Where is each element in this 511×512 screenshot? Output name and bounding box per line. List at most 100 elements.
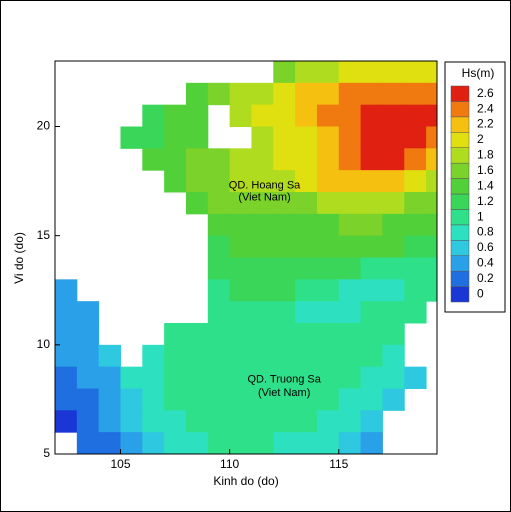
cell [164, 366, 187, 389]
cell [360, 279, 383, 302]
cell [404, 213, 427, 237]
cell [316, 82, 340, 106]
cell [251, 279, 274, 302]
cell [120, 432, 143, 454]
cell [404, 61, 427, 84]
cell [76, 366, 100, 389]
cell [316, 104, 340, 127]
cell [338, 170, 362, 193]
annotation: (Viet Nam) [258, 387, 310, 399]
colorbar-swatch [450, 270, 470, 287]
cell [338, 192, 362, 215]
cell [360, 61, 383, 84]
cell [360, 213, 383, 237]
cell [251, 344, 274, 368]
cell [229, 213, 252, 237]
cell [251, 170, 274, 193]
cell [142, 388, 165, 411]
cell [360, 104, 383, 127]
cell [295, 126, 318, 149]
cell [426, 235, 437, 258]
colorbar-swatch [450, 101, 470, 118]
cell [360, 323, 383, 346]
cell [76, 410, 100, 433]
y-tick-label: 20 [37, 119, 51, 133]
colorbar-label: 1.4 [477, 178, 494, 192]
cell [404, 235, 427, 258]
cell [273, 410, 296, 433]
cell [229, 301, 252, 324]
cell [382, 126, 405, 149]
cell [164, 432, 187, 454]
cell [273, 279, 296, 302]
colorbar-label: 2.6 [477, 86, 494, 100]
cell [207, 148, 231, 171]
cell [316, 388, 340, 411]
colorbar-label: 0.2 [477, 271, 494, 285]
cell [207, 432, 231, 454]
cell [360, 257, 383, 280]
cell [142, 344, 165, 368]
cell [316, 323, 340, 346]
cell [295, 192, 318, 215]
cell [316, 366, 340, 389]
cell [316, 344, 340, 368]
colorbar-swatch [450, 209, 470, 226]
cell [382, 82, 405, 106]
cell [207, 82, 231, 106]
cell [273, 82, 296, 106]
cell [426, 257, 437, 280]
cell [207, 410, 231, 433]
cell [295, 104, 318, 127]
cell [229, 388, 252, 411]
cell [316, 148, 340, 171]
cell [316, 235, 340, 258]
cell [338, 279, 362, 302]
cell [229, 366, 252, 389]
cell [338, 323, 362, 346]
cell [251, 323, 274, 346]
cell [382, 366, 405, 389]
y-tick-label: 10 [37, 337, 51, 351]
cell [207, 170, 231, 193]
cell [316, 301, 340, 324]
cell [426, 279, 437, 302]
cell [404, 192, 427, 215]
cell [338, 126, 362, 149]
cell [338, 301, 362, 324]
y-tick-label: 5 [43, 446, 50, 460]
cell [382, 344, 405, 368]
cell [185, 170, 209, 193]
cell [55, 410, 78, 433]
annotation: (Viet Nam) [238, 191, 290, 203]
field [55, 61, 437, 454]
cell [295, 170, 318, 193]
cell [295, 388, 318, 411]
colorbar-swatch [450, 255, 470, 272]
cell [98, 388, 121, 411]
cell [273, 148, 296, 171]
cell [229, 82, 252, 106]
cell [120, 410, 143, 433]
cell [76, 432, 100, 454]
cell [295, 235, 318, 258]
cell [295, 410, 318, 433]
colorbar-label: 2.2 [477, 117, 494, 131]
cell [185, 432, 209, 454]
colorbar-swatch [450, 116, 470, 133]
cell [98, 432, 121, 454]
cell [164, 170, 187, 193]
cell [229, 432, 252, 454]
cell [142, 432, 165, 454]
cell [295, 323, 318, 346]
cell [251, 192, 274, 215]
cell [382, 257, 405, 280]
cell [229, 279, 252, 302]
cell [382, 388, 405, 411]
cell [55, 344, 78, 368]
cell [404, 366, 427, 389]
cell [55, 366, 78, 389]
cell [251, 148, 274, 171]
cell [295, 148, 318, 171]
cell [360, 301, 383, 324]
